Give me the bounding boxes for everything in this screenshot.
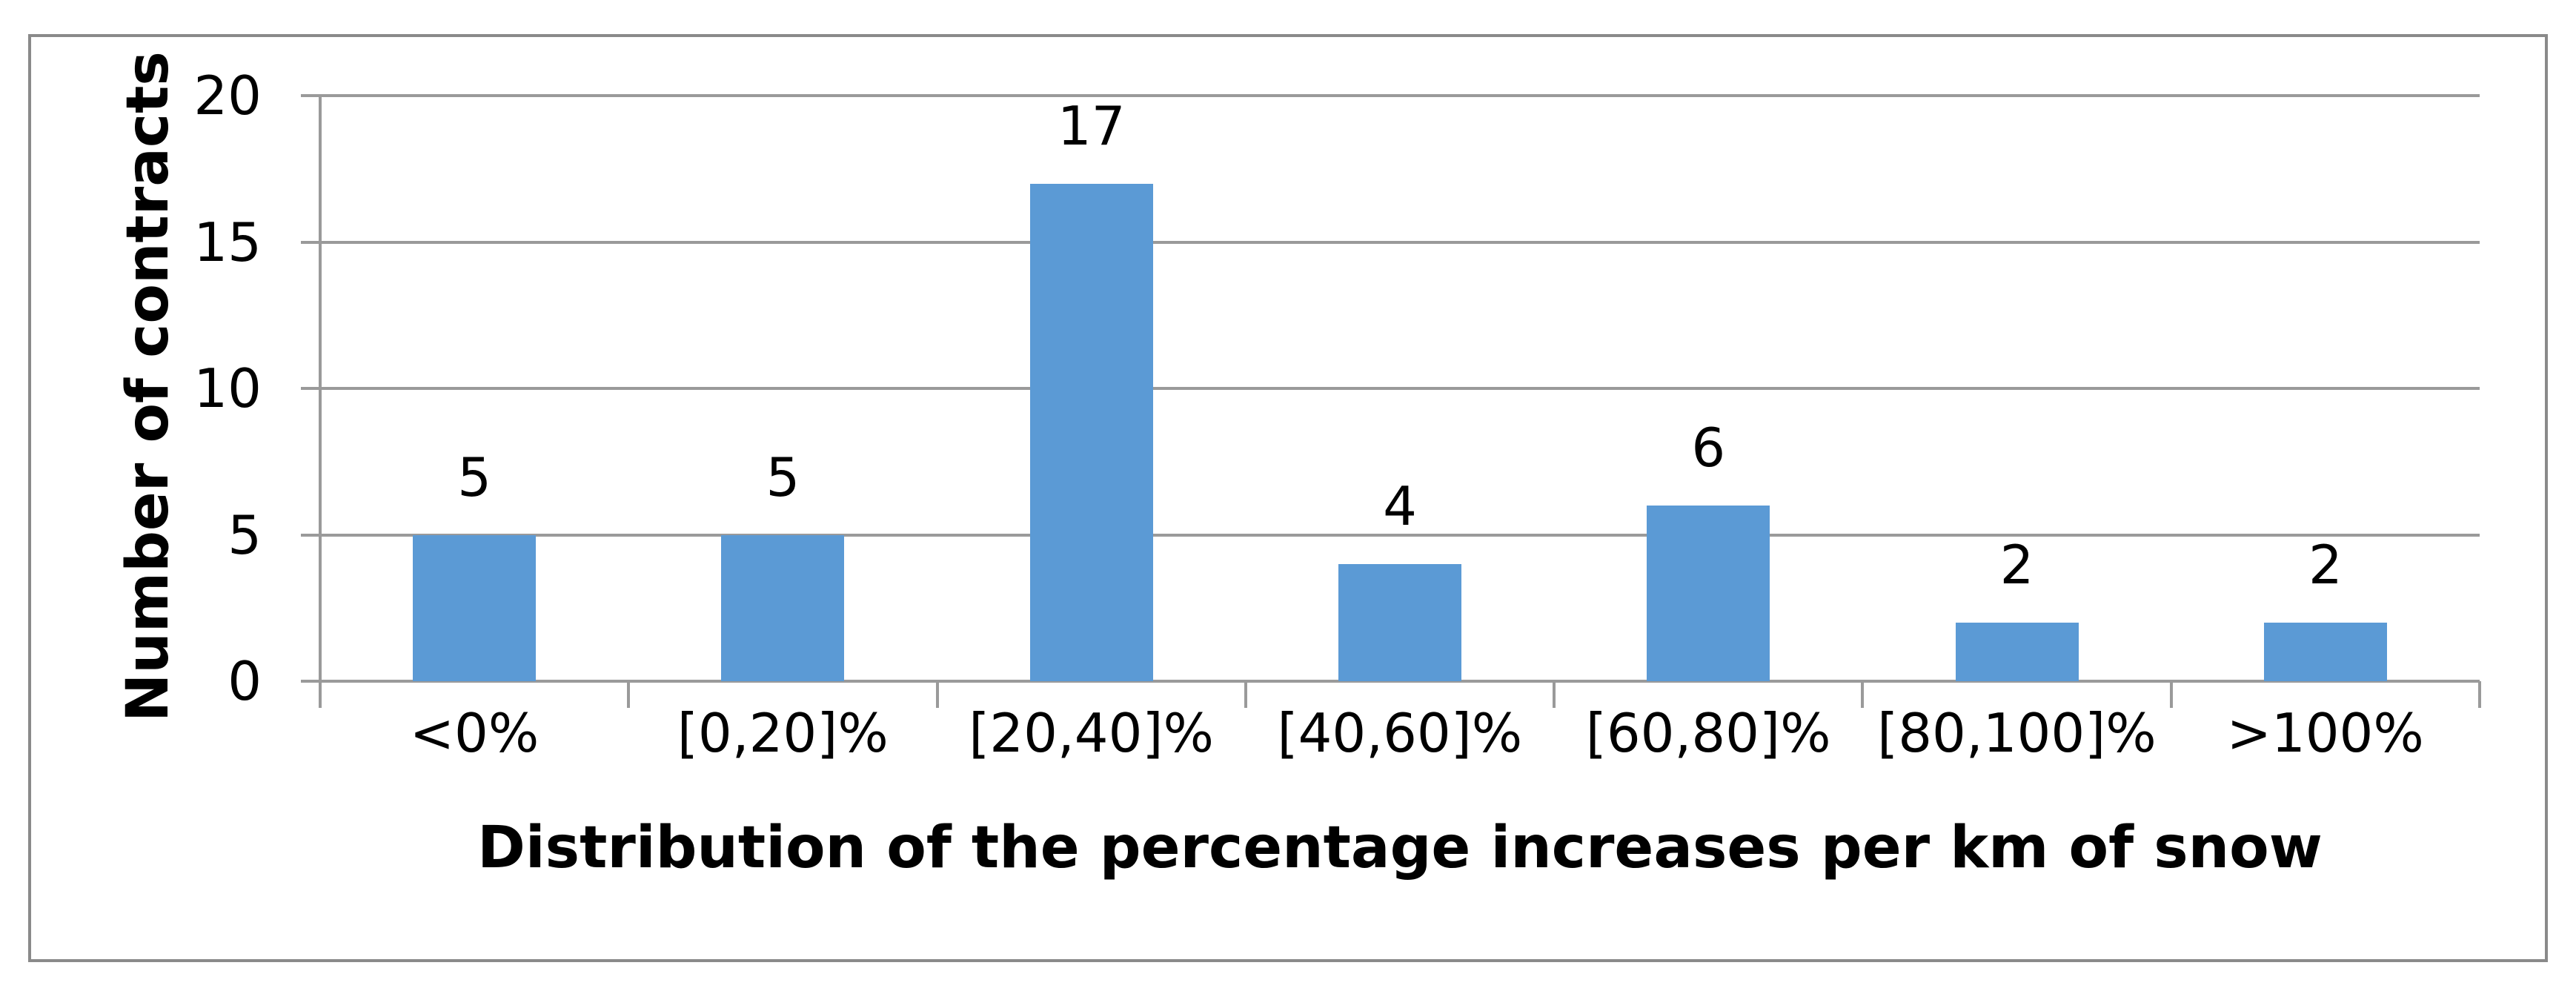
y-tick-label: 10: [193, 357, 262, 420]
x-tick-label: >100%: [2226, 702, 2424, 764]
bar: [1955, 623, 2079, 681]
x-axis-title: Distribution of the percentage increases…: [477, 815, 2323, 881]
y-tick-label: 5: [228, 503, 262, 566]
bar: [1647, 506, 1770, 681]
gridline: [301, 387, 2480, 390]
bar-value-label: 2: [2308, 534, 2343, 596]
x-tick-label: [40,60]%: [1277, 702, 1523, 764]
bar: [1338, 564, 1461, 681]
x-tick-label: [80,100]%: [1877, 702, 2157, 764]
gridline: [301, 240, 2480, 244]
y-tick-label: 0: [228, 650, 262, 712]
bar: [413, 534, 537, 681]
x-tick-label: [0,20]%: [677, 702, 889, 764]
plot-area: 5 <0% 5 [0,20]% 17 [20,40]% 4 [40,60]% 6 [60,80]%…: [301, 94, 2481, 761]
bar: [2263, 623, 2387, 681]
bar: [1029, 183, 1153, 681]
bar-value-label: 6: [1691, 417, 1726, 479]
bar-value-label: 17: [1057, 94, 1126, 157]
x-axis-line: [301, 680, 2480, 683]
y-tick-label: 15: [193, 211, 262, 274]
bar: [721, 534, 845, 681]
gridline: [301, 94, 2480, 97]
x-axis-tick: [2478, 681, 2481, 708]
bar-value-label: 4: [1383, 475, 1417, 537]
y-tick-label: 20: [193, 64, 262, 127]
bar-value-label: 2: [1999, 534, 2034, 596]
x-tick-label: [20,40]%: [969, 702, 1214, 764]
x-axis-tick: [1861, 681, 1865, 708]
x-tick-label: <0%: [409, 702, 540, 764]
x-tick-label: [60,80]%: [1585, 702, 1831, 764]
x-axis-tick: [627, 681, 631, 708]
gridline: [301, 533, 2480, 537]
y-axis-title: Number of contracts: [115, 51, 182, 722]
bar-value-label: 5: [766, 445, 800, 508]
chart-frame: [28, 34, 2548, 962]
bar-value-label: 5: [457, 445, 492, 508]
x-axis-tick: [1244, 681, 1247, 708]
x-axis-tick: [1553, 681, 1556, 708]
x-axis-tick: [2169, 681, 2173, 708]
y-axis-line: [319, 96, 322, 708]
x-axis-tick: [935, 681, 939, 708]
